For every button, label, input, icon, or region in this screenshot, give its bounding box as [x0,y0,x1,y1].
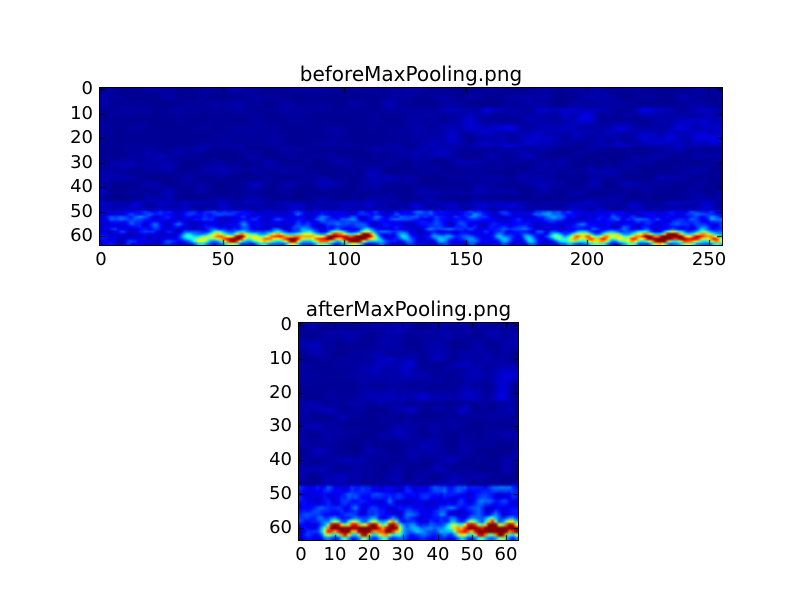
y-tick-label: 60 [70,225,93,246]
y-tick-label: 20 [70,127,93,148]
x-tick-label: 0 [95,249,107,270]
plot-title-before: beforeMaxPooling.png [299,62,523,86]
y-tick-label: 30 [70,152,93,173]
x-tick-label: 200 [569,249,605,270]
heatmap-after-axes [298,322,519,541]
plot-title-after: afterMaxPooling.png [305,297,512,321]
y-tick-label: 10 [269,348,292,369]
x-tick-label: 20 [357,544,381,565]
y-tick-label: 50 [269,483,292,504]
x-tick-label: 30 [391,544,415,565]
y-tick-label: 50 [70,201,93,222]
y-tick-label: 40 [269,449,292,470]
heatmap-before-canvas [100,88,722,245]
x-tick-label: 150 [448,249,484,270]
x-tick-label: 60 [494,544,518,565]
heatmap-after-canvas [299,323,518,540]
x-tick-label: 100 [326,249,362,270]
y-tick-label: 20 [269,382,292,403]
x-tick-label: 10 [323,544,347,565]
x-tick-label: 50 [460,544,484,565]
x-tick-label: 250 [691,249,727,270]
y-tick-label: 0 [280,314,292,335]
y-tick-label: 0 [81,78,93,99]
y-tick-label: 30 [269,415,292,436]
y-tick-label: 40 [70,176,93,197]
x-tick-label: 0 [295,544,307,565]
x-tick-label: 40 [426,544,450,565]
y-tick-label: 10 [70,103,93,124]
y-tick-label: 60 [269,517,292,538]
x-tick-label: 50 [211,249,235,270]
heatmap-before-axes [99,87,723,246]
